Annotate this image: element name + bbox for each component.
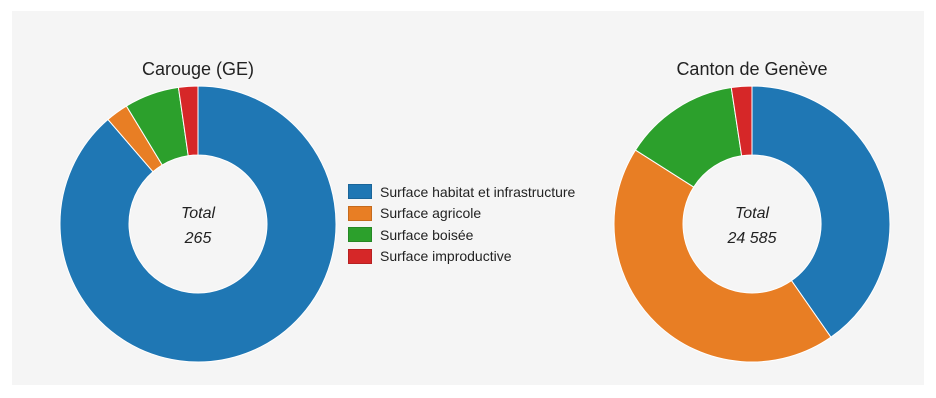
donut-chart-carouge: Carouge (GE) Total 265 <box>59 59 337 363</box>
legend-item-boisee[interactable]: Surface boisée <box>348 224 575 246</box>
legend-swatch-habitat <box>348 184 372 200</box>
slice-habitat-geneve[interactable] <box>751 85 891 338</box>
legend-label-habitat: Surface habitat et infrastructure <box>380 183 576 200</box>
center-value-carouge: 265 <box>184 230 212 247</box>
center-label-geneve: Total <box>735 205 770 222</box>
slice-habitat-carouge[interactable] <box>59 85 337 363</box>
donut-slices-carouge <box>59 85 337 363</box>
legend-swatch-agricole <box>348 205 372 221</box>
legend-label-agricole: Surface agricole <box>380 205 482 222</box>
donut-chart-geneve: Canton de Genève Total 24 585 <box>613 59 891 363</box>
slice-improductive-carouge[interactable] <box>177 85 199 157</box>
legend-label-boisee: Surface boisée <box>380 226 474 243</box>
center-label-carouge: Total <box>181 205 216 222</box>
legend: Surface habitat et infrastructure Surfac… <box>348 181 575 267</box>
legend-item-habitat[interactable]: Surface habitat et infrastructure <box>348 181 575 203</box>
slice-agricole-geneve[interactable] <box>613 149 832 363</box>
legend-swatch-boisee <box>348 227 372 243</box>
donut-slices-geneve <box>613 85 891 363</box>
legend-label-improductive: Surface improductive <box>380 248 512 265</box>
legend-item-agricole[interactable]: Surface agricole <box>348 203 575 225</box>
center-value-geneve: 24 585 <box>727 230 777 247</box>
slice-improductive-geneve[interactable] <box>730 85 753 157</box>
chart-title-carouge: Carouge (GE) <box>142 59 254 79</box>
legend-swatch-improductive <box>348 248 372 264</box>
legend-item-improductive[interactable]: Surface improductive <box>348 246 575 268</box>
chart-title-geneve: Canton de Genève <box>676 59 827 79</box>
